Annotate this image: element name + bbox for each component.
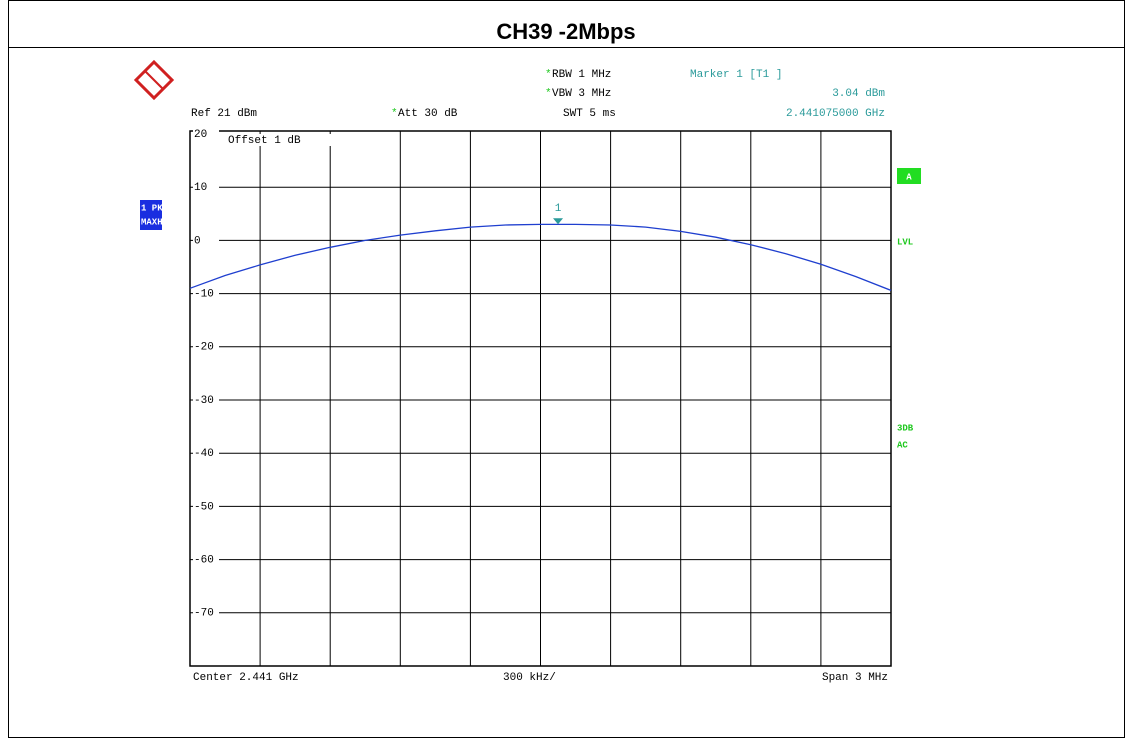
tick-label-bg (193, 606, 219, 619)
tick-label-bg (193, 500, 219, 513)
marker-name: Marker 1 [T1 ] (690, 69, 782, 81)
filter-label: 3DB (897, 423, 914, 433)
y-tick-label: 10 (194, 182, 207, 194)
y-tick-label: -70 (194, 608, 214, 620)
trace-label: MAXH (141, 217, 163, 227)
tick-label-bg (193, 340, 219, 353)
y-tick-label: 20 (194, 129, 207, 141)
y-tick-label: -10 (194, 289, 214, 301)
tick-label-bg (193, 394, 219, 406)
chart-title: CH39 -2Mbps (496, 19, 635, 44)
marker (553, 218, 564, 225)
tick-label-bg (193, 447, 219, 460)
tick-label-bg (193, 234, 219, 247)
setting-star: * (545, 88, 552, 100)
per-division: 300 kHz/ (503, 672, 556, 684)
marker-label: 1 (555, 203, 562, 215)
y-tick-label: -40 (194, 448, 214, 460)
marker-value: 3.04 dBm (832, 88, 885, 100)
tick-label-bg (193, 181, 219, 194)
setting: Att 30 dB (398, 108, 458, 120)
tick-label-bg (193, 128, 219, 140)
setting: RBW 1 MHz (552, 69, 611, 81)
logo (133, 59, 175, 101)
coupling-label: AC (897, 440, 908, 450)
screen-box (897, 168, 921, 184)
marker-frequency: 2.441075000 GHz (786, 108, 885, 120)
setting-star: * (391, 108, 398, 120)
offset-label: Offset 1 dB (228, 135, 301, 147)
setting: VBW 3 MHz (552, 88, 611, 100)
y-tick-label: -60 (194, 555, 214, 567)
center-frequency: Center 2.441 GHz (193, 672, 299, 684)
y-tick-label: -30 (194, 395, 214, 407)
y-tick-label: 0 (194, 235, 201, 247)
offset-bg (222, 134, 372, 146)
trace-label: 1 PK (141, 203, 163, 213)
tick-label-bg (193, 287, 219, 300)
y-tick-label: -20 (194, 342, 214, 354)
trace-box (140, 200, 162, 230)
screen-label: A (906, 172, 912, 182)
level-label: LVL (897, 237, 913, 247)
y-tick-label: -50 (194, 501, 214, 513)
setting: SWT 5 ms (563, 108, 616, 120)
span: Span 3 MHz (822, 672, 888, 684)
setting-star: * (545, 69, 552, 81)
setting: Ref 21 dBm (191, 108, 257, 120)
tick-label-bg (193, 553, 219, 566)
trace (189, 223, 892, 292)
